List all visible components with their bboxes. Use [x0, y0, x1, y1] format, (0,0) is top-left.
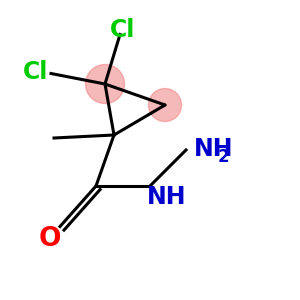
Text: NH: NH — [194, 136, 233, 160]
Text: NH: NH — [147, 184, 186, 208]
Circle shape — [85, 64, 124, 104]
Text: O: O — [38, 226, 61, 251]
Text: Cl: Cl — [23, 60, 49, 84]
Circle shape — [148, 88, 182, 122]
Text: 2: 2 — [218, 148, 229, 166]
Text: Cl: Cl — [110, 18, 136, 42]
